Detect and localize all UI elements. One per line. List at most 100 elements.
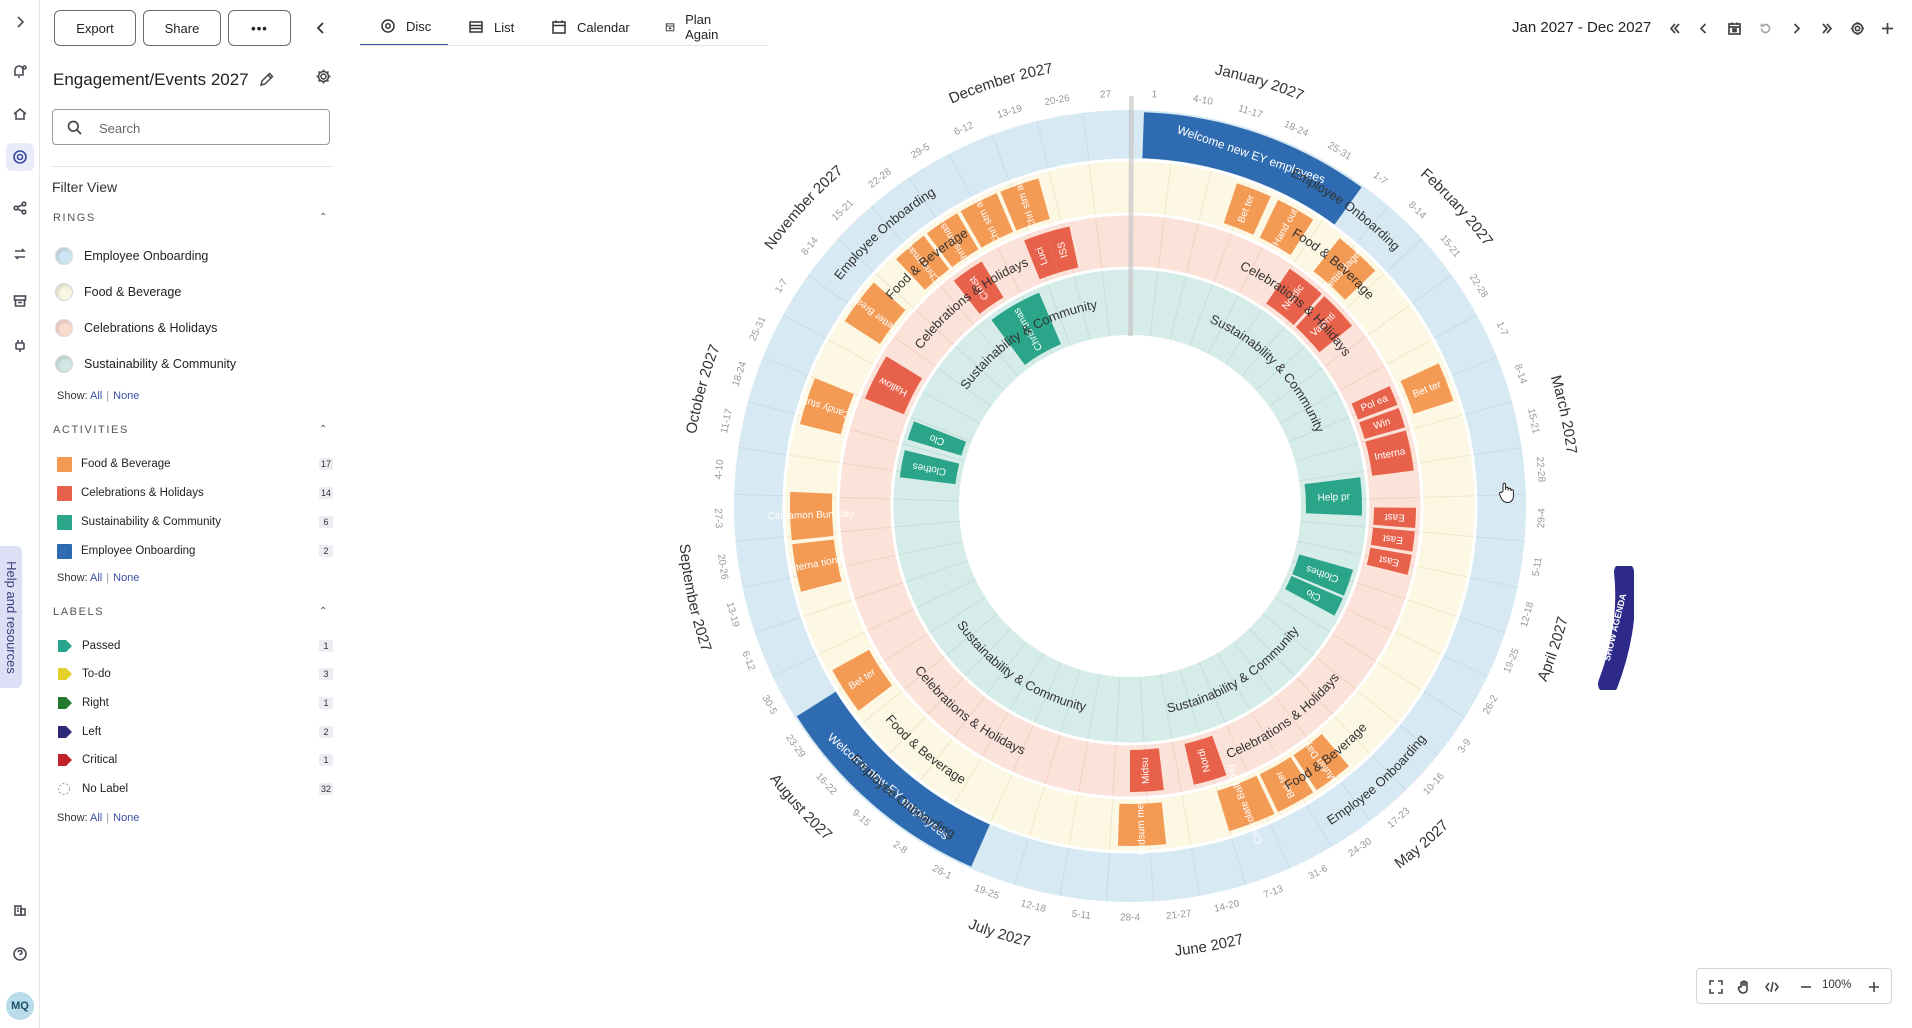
show-none-link[interactable]: None bbox=[113, 812, 140, 824]
activity-block[interactable] bbox=[790, 491, 834, 541]
activity-block[interactable] bbox=[1000, 178, 1050, 231]
previous-year-icon[interactable] bbox=[1664, 18, 1684, 38]
activity-block[interactable] bbox=[1366, 547, 1412, 575]
activity-block[interactable] bbox=[864, 356, 923, 415]
activity-block[interactable] bbox=[1142, 112, 1362, 225]
home-icon[interactable] bbox=[6, 100, 34, 128]
activity-block[interactable] bbox=[1313, 238, 1376, 300]
add-icon[interactable] bbox=[1877, 18, 1897, 38]
ring-filter-item[interactable]: Sustainability & Community bbox=[55, 353, 236, 375]
next-month-icon[interactable] bbox=[1786, 18, 1806, 38]
show-none-link[interactable]: None bbox=[113, 572, 140, 584]
activity-block[interactable] bbox=[1117, 802, 1167, 846]
fit-screen-icon[interactable] bbox=[1707, 978, 1725, 996]
activity-block[interactable] bbox=[1293, 734, 1349, 791]
ring-filter-item[interactable]: Food & Beverage bbox=[55, 281, 181, 303]
show-agenda-button[interactable]: SHOW AGENDA bbox=[1594, 566, 1634, 690]
activity-block[interactable] bbox=[799, 378, 854, 435]
next-year-icon[interactable] bbox=[1817, 18, 1837, 38]
label-filter-item[interactable]: To-do 3 bbox=[57, 664, 333, 684]
tab-list[interactable]: List bbox=[468, 8, 514, 46]
activity-block[interactable] bbox=[1259, 757, 1314, 813]
disc-view-icon[interactable] bbox=[6, 143, 34, 171]
expand-rail-icon[interactable] bbox=[6, 8, 34, 36]
today-calendar-icon[interactable] bbox=[1724, 18, 1744, 38]
activity-block[interactable] bbox=[1295, 296, 1353, 353]
activity-block[interactable] bbox=[1304, 477, 1362, 516]
activity-block[interactable] bbox=[1359, 408, 1405, 439]
show-all-link[interactable]: All bbox=[90, 812, 103, 824]
show-all-link[interactable]: All bbox=[90, 390, 103, 402]
activity-block[interactable] bbox=[991, 292, 1061, 365]
activity-filter-item[interactable]: Celebrations & Holidays 14 bbox=[57, 483, 333, 503]
help-and-resources-tab[interactable]: Help and resources bbox=[0, 546, 22, 688]
activity-block[interactable] bbox=[1130, 748, 1164, 793]
activity-block[interactable] bbox=[1373, 507, 1416, 529]
activity-block[interactable] bbox=[1400, 363, 1454, 414]
show-all-link[interactable]: All bbox=[90, 572, 103, 584]
search-input[interactable] bbox=[99, 118, 319, 138]
activity-block[interactable] bbox=[899, 450, 960, 485]
activity-block[interactable] bbox=[926, 213, 979, 268]
reset-icon[interactable] bbox=[1755, 18, 1775, 38]
activity-block[interactable] bbox=[1046, 226, 1079, 273]
tab-disc[interactable]: Disc bbox=[360, 8, 448, 46]
organization-icon[interactable] bbox=[6, 896, 34, 924]
archive-icon[interactable] bbox=[6, 287, 34, 315]
label-filter-item[interactable]: Left 2 bbox=[57, 722, 333, 742]
activity-block[interactable] bbox=[1259, 199, 1314, 255]
activity-block[interactable] bbox=[960, 193, 1014, 248]
activity-block[interactable] bbox=[1184, 735, 1227, 785]
zoom-in-icon[interactable] bbox=[1865, 978, 1883, 996]
activity-filter-item[interactable]: Employee Onboarding 2 bbox=[57, 541, 333, 561]
ring-filter-item[interactable]: Employee Onboarding bbox=[55, 245, 208, 267]
previous-month-icon[interactable] bbox=[1693, 18, 1713, 38]
rings-collapse-icon[interactable]: ⌃ bbox=[319, 212, 328, 223]
activity-block[interactable] bbox=[1285, 575, 1343, 616]
help-icon[interactable] bbox=[6, 940, 34, 968]
tab-calendar[interactable]: Calendar bbox=[551, 8, 630, 46]
tab-plan-again[interactable]: Plan Again bbox=[665, 8, 724, 46]
code-view-icon[interactable] bbox=[1763, 978, 1781, 996]
activity-block[interactable] bbox=[832, 649, 893, 711]
share-button[interactable]: Share bbox=[143, 10, 221, 46]
edit-title-icon[interactable] bbox=[258, 71, 275, 93]
show-none-link[interactable]: None bbox=[113, 390, 140, 402]
more-options-button[interactable]: ••• bbox=[228, 10, 291, 46]
share-network-icon[interactable] bbox=[6, 194, 34, 222]
activity-block[interactable] bbox=[1370, 527, 1415, 552]
labels-collapse-icon[interactable]: ⌃ bbox=[319, 606, 328, 617]
activity-block[interactable] bbox=[953, 261, 1004, 314]
notifications-icon[interactable] bbox=[6, 58, 34, 86]
activity-block[interactable] bbox=[1217, 775, 1275, 832]
activity-block[interactable] bbox=[1223, 183, 1271, 235]
activity-block[interactable] bbox=[1292, 554, 1354, 596]
label-filter-item[interactable]: Passed 1 bbox=[57, 636, 333, 656]
activity-filter-item[interactable]: Food & Beverage 17 bbox=[57, 454, 333, 474]
collapse-panel-icon[interactable] bbox=[309, 16, 333, 40]
date-range-label[interactable]: Jan 2027 - Dec 2027 bbox=[1512, 19, 1652, 36]
pan-hand-icon[interactable] bbox=[1735, 978, 1753, 996]
export-button[interactable]: Export bbox=[54, 10, 136, 46]
activity-block[interactable] bbox=[907, 421, 967, 456]
activity-block[interactable] bbox=[844, 282, 906, 344]
activity-block[interactable] bbox=[1024, 232, 1059, 280]
activity-block[interactable] bbox=[1351, 386, 1398, 420]
search-field[interactable] bbox=[52, 109, 330, 145]
ring-filter-item[interactable]: Celebrations & Holidays bbox=[55, 317, 217, 339]
activity-block[interactable] bbox=[896, 235, 950, 290]
label-filter-item[interactable]: No Label 32 bbox=[57, 779, 333, 799]
activities-collapse-icon[interactable]: ⌃ bbox=[319, 424, 328, 435]
integration-icon[interactable] bbox=[6, 332, 34, 360]
zoom-out-icon[interactable] bbox=[1797, 978, 1815, 996]
activity-block[interactable] bbox=[792, 539, 842, 592]
disc-settings-icon[interactable] bbox=[1847, 18, 1867, 38]
activity-filter-item[interactable]: Sustainability & Community 6 bbox=[57, 512, 333, 532]
activity-block[interactable] bbox=[1266, 268, 1322, 325]
plan-settings-icon[interactable] bbox=[315, 68, 332, 90]
label-filter-item[interactable]: Critical 1 bbox=[57, 750, 333, 770]
activity-block[interactable] bbox=[796, 691, 990, 867]
activity-block[interactable] bbox=[1365, 430, 1414, 476]
user-avatar[interactable]: MQ bbox=[6, 992, 34, 1020]
